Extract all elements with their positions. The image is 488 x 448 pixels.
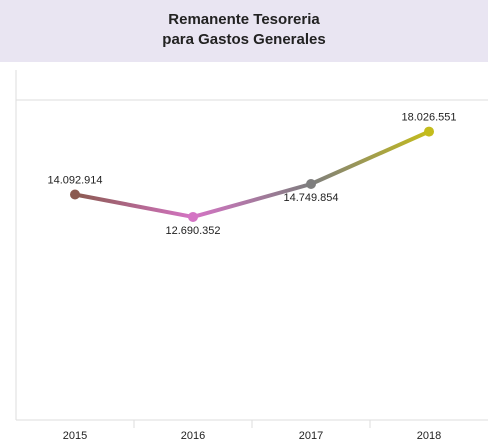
x-tick-label: 2018	[417, 430, 441, 442]
point	[188, 211, 198, 222]
data-label: 14.092.914	[47, 174, 102, 186]
point	[306, 179, 316, 190]
x-tick-label: 2017	[299, 430, 323, 442]
x-tick-label: 2016	[181, 430, 205, 442]
data-label: 18.026.551	[401, 111, 456, 123]
x-tick-label: 2015	[63, 430, 87, 442]
chart-title: Remanente Tesoreria	[168, 11, 320, 28]
title-band	[0, 0, 488, 62]
chart-title: para Gastos Generales	[162, 31, 325, 48]
data-label: 14.749.854	[283, 192, 338, 204]
line-segment	[191, 182, 313, 219]
line-segment	[73, 192, 195, 219]
point	[70, 189, 80, 200]
line-segment	[309, 129, 431, 187]
point	[424, 126, 434, 137]
data-label: 12.690.352	[165, 225, 220, 237]
